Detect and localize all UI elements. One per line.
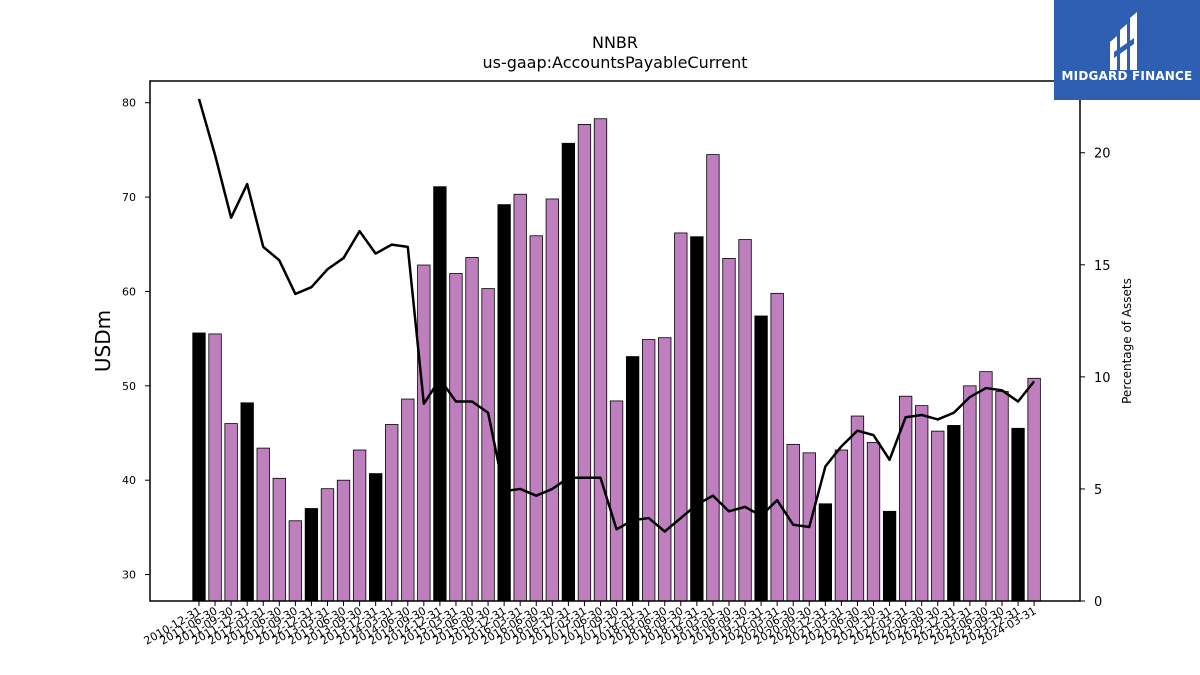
bar xyxy=(834,449,849,602)
bar xyxy=(497,204,511,602)
bar xyxy=(224,423,238,602)
bar xyxy=(465,257,479,602)
y-tick-label: 50 xyxy=(122,380,136,393)
y-tick-label: 40 xyxy=(122,474,136,487)
bar xyxy=(577,124,592,602)
bar xyxy=(481,288,495,602)
bar xyxy=(979,371,993,602)
bar xyxy=(433,186,447,602)
chart-subtitle: us-gaap:AccountsPayableCurrent xyxy=(482,53,747,72)
y-tick-label: 60 xyxy=(122,285,136,298)
bar xyxy=(674,232,688,602)
logo-text: MIDGARD FINANCE xyxy=(1061,69,1193,83)
y-axis-right: 0 5 10 15 20 xyxy=(1080,147,1111,610)
bar xyxy=(320,488,335,602)
y-axis-left: 30 40 50 60 70 80 xyxy=(122,97,150,582)
bar xyxy=(931,430,945,602)
bar xyxy=(770,292,784,602)
bar xyxy=(690,236,704,602)
bar xyxy=(995,391,1009,602)
bar xyxy=(545,198,559,602)
bar xyxy=(272,477,286,602)
bar xyxy=(722,258,736,602)
y-axis-label: USDm xyxy=(91,310,115,372)
bar xyxy=(192,332,206,602)
y-tick-label: 70 xyxy=(122,191,136,204)
bar xyxy=(850,415,865,602)
bar xyxy=(593,118,608,602)
bar xyxy=(561,142,576,602)
bar xyxy=(866,442,881,602)
bar xyxy=(369,473,383,602)
bar xyxy=(208,333,222,602)
bar xyxy=(240,402,254,602)
bar xyxy=(738,239,752,602)
bar xyxy=(658,337,672,602)
bar xyxy=(963,385,977,602)
bar xyxy=(1011,427,1025,602)
x-axis: 2010-12-312011-06-302011-09-302011-12-31… xyxy=(142,601,1039,648)
percentage-line-series xyxy=(197,98,1036,533)
y2-axis-label: Percentage of Assets xyxy=(1120,278,1134,404)
bar xyxy=(449,273,463,602)
bar xyxy=(352,449,367,602)
bar xyxy=(256,447,270,602)
y2-tick-label: 5 xyxy=(1094,483,1102,498)
bar xyxy=(1027,377,1041,602)
plot-frame xyxy=(149,80,1081,602)
bar xyxy=(529,235,543,602)
bar xyxy=(288,520,303,602)
y2-tick-label: 0 xyxy=(1094,595,1102,610)
bar xyxy=(625,356,640,602)
bar xyxy=(385,424,399,602)
y-tick-label: 80 xyxy=(122,97,136,110)
percentage-line xyxy=(197,98,1036,533)
bar xyxy=(513,193,527,602)
bar xyxy=(304,508,319,602)
bar xyxy=(882,510,897,602)
y-tick-label: 30 xyxy=(122,569,136,582)
bar xyxy=(754,315,768,602)
y2-tick-label: 15 xyxy=(1094,259,1111,274)
bar xyxy=(706,154,720,602)
y2-tick-label: 20 xyxy=(1094,147,1111,162)
chart-title: NNBR xyxy=(592,33,638,52)
bar xyxy=(336,479,351,602)
bar xyxy=(915,405,929,602)
bar xyxy=(401,398,415,602)
bar xyxy=(947,425,961,602)
logo-mark-icon xyxy=(1110,12,1137,70)
y2-tick-label: 10 xyxy=(1094,371,1111,386)
bar xyxy=(818,503,832,602)
bar xyxy=(417,264,431,602)
midgard-finance-logo: MIDGARD FINANCE xyxy=(1054,0,1200,100)
bar xyxy=(609,400,624,602)
bar xyxy=(642,339,656,602)
